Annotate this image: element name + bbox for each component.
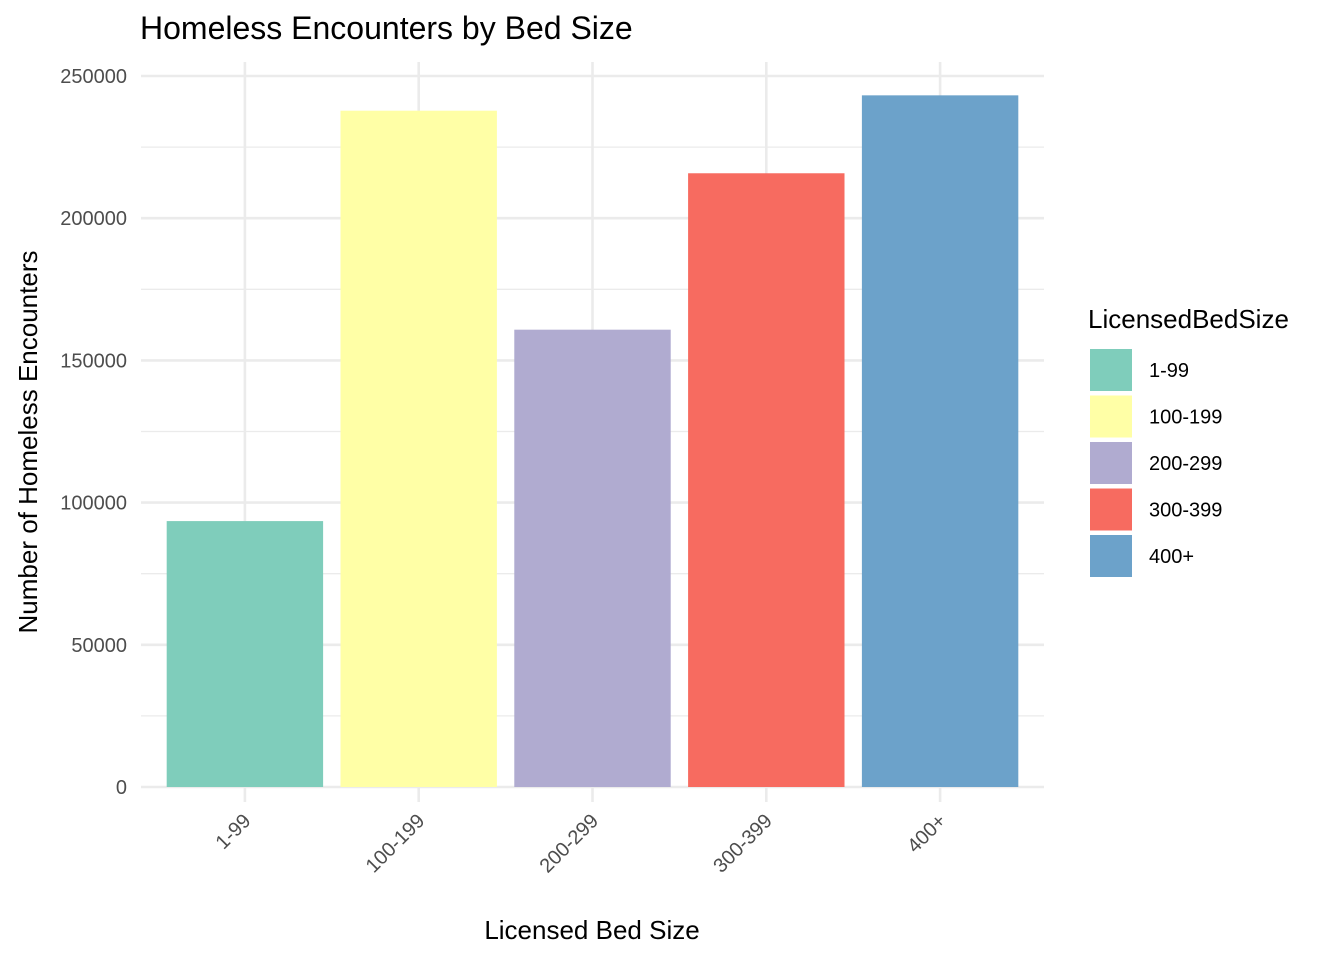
bar-100-199 (340, 110, 497, 788)
legend-label: 1-99 (1149, 360, 1189, 382)
y-axis-title: Number of Homeless Encounters (13, 251, 43, 634)
legend-items: 1-99 100-199 200-299 300-399 400+ (1090, 349, 1222, 577)
legend-label: 200-299 (1149, 453, 1222, 475)
legend: LicensedBedSize 1-99 100-199 200-299 300-39… (1088, 304, 1289, 577)
y-tick-label: 50000 (71, 635, 127, 657)
chart-title: Homeless Encounters by Bed Size (140, 10, 633, 46)
legend-key (1090, 349, 1132, 391)
y-tick-label: 200000 (60, 208, 127, 230)
bar-400+ (861, 95, 1019, 787)
legend-key (1090, 535, 1132, 577)
bar-300-399 (688, 173, 845, 788)
legend-label: 100-199 (1149, 407, 1222, 429)
legend-title: LicensedBedSize (1088, 304, 1289, 334)
y-tick-label: 150000 (60, 350, 127, 372)
bar-1-99 (166, 521, 324, 787)
y-tick-label: 0 (116, 777, 127, 799)
legend-label: 300-399 (1149, 500, 1222, 522)
y-tick-label: 100000 (60, 493, 127, 515)
legend-key (1090, 488, 1132, 531)
bar-200-299 (514, 329, 671, 787)
bars (166, 95, 1019, 788)
legend-key (1090, 395, 1132, 438)
legend-label: 400+ (1149, 546, 1194, 568)
y-axis-tick-labels: 0 50000 100000 150000 200000 250000 (60, 66, 127, 799)
y-tick-label: 250000 (60, 66, 127, 88)
x-axis-title: Licensed Bed Size (484, 915, 699, 945)
legend-key (1090, 442, 1132, 484)
